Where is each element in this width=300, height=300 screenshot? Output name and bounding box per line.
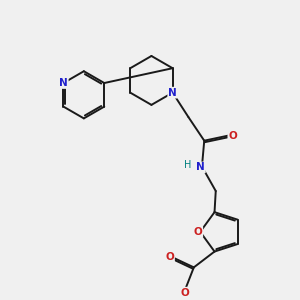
Text: N: N (196, 162, 205, 172)
Text: N: N (59, 78, 68, 88)
Text: O: O (181, 288, 190, 298)
Text: O: O (228, 130, 237, 140)
Text: O: O (165, 252, 174, 262)
Text: H: H (184, 160, 191, 170)
Text: O: O (194, 227, 202, 237)
Text: N: N (168, 88, 177, 98)
